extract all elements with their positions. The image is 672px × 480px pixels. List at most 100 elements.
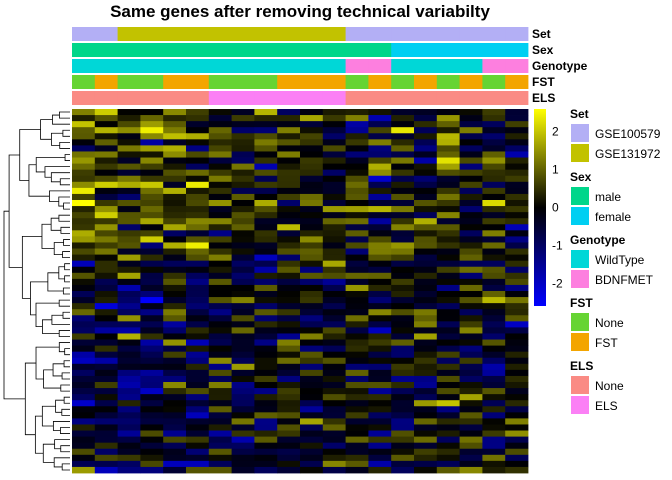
dendrogram-branch: [58, 299, 70, 307]
legend-swatch: [571, 396, 589, 414]
heatmap-cell: [163, 303, 187, 310]
heatmap-cell: [345, 442, 369, 450]
heatmap-cell: [345, 424, 369, 431]
heatmap-cell: [117, 139, 141, 146]
heatmap-cell: [322, 321, 346, 328]
annotation-cell-els: [345, 91, 369, 105]
heatmap-cell: [368, 181, 392, 189]
heatmap-cell: [208, 278, 232, 286]
heatmap-cell: [322, 448, 346, 456]
annotation-cell-sex: [322, 43, 346, 57]
annotation-cell-sex: [163, 43, 187, 57]
heatmap-cell: [345, 418, 369, 425]
heatmap-cell: [505, 272, 529, 280]
heatmap-cell: [72, 297, 96, 304]
heatmap-cell: [231, 145, 255, 152]
heatmap-cell: [94, 357, 118, 365]
heatmap-cell: [505, 424, 529, 431]
heatmap-cell: [482, 127, 506, 134]
heatmap-cell: [482, 254, 506, 262]
heatmap-cell: [505, 303, 529, 310]
heatmap-cell: [231, 448, 255, 456]
legend-title: Sex: [570, 170, 592, 184]
heatmap-cell: [94, 406, 118, 413]
heatmap-cell: [117, 321, 141, 328]
heatmap-cell: [300, 163, 324, 171]
heatmap-cell: [208, 442, 232, 450]
heatmap-cell: [368, 272, 392, 280]
heatmap-cell: [300, 242, 324, 249]
heatmap-cell: [117, 291, 141, 298]
heatmap-cell: [391, 115, 415, 122]
heatmap-cell: [163, 284, 187, 292]
heatmap-cell: [94, 442, 118, 450]
heatmap-cell: [482, 236, 506, 243]
heatmap-cell: [414, 424, 438, 431]
annotation-cell-els: [459, 91, 483, 105]
heatmap-cell: [72, 436, 96, 444]
heatmap-cell: [231, 412, 255, 419]
heatmap-cell: [322, 260, 346, 268]
heatmap-cell: [436, 224, 460, 231]
heatmap-cell: [186, 315, 210, 322]
heatmap-cell: [414, 382, 438, 389]
heatmap-cell: [414, 460, 438, 468]
heatmap-cell: [163, 442, 187, 450]
annotation-cell-set: [414, 27, 438, 41]
heatmap-cell: [505, 193, 529, 201]
heatmap-cell: [140, 163, 164, 171]
heatmap-cell: [208, 193, 232, 201]
dendrogram-branch: [58, 266, 65, 280]
heatmap-cell: [254, 115, 278, 122]
heatmap-cell: [436, 406, 460, 413]
heatmap-cell: [368, 297, 392, 304]
annotation-cell-fst: [117, 75, 141, 89]
heatmap-cell: [345, 206, 369, 213]
heatmap-cell: [72, 133, 96, 140]
heatmap-cell: [254, 400, 278, 407]
heatmap-cell: [277, 339, 301, 346]
heatmap-cell: [505, 400, 529, 407]
heatmap-cell: [117, 181, 141, 189]
heatmap-cell: [505, 236, 529, 243]
heatmap-cell: [254, 448, 278, 456]
heatmap-cell: [277, 418, 301, 425]
heatmap-cell: [505, 333, 529, 340]
heatmap-cell: [254, 388, 278, 395]
heatmap-cell: [505, 363, 529, 371]
heatmap-cell: [117, 284, 141, 292]
heatmap-cell: [436, 315, 460, 322]
heatmap-cell: [163, 224, 187, 231]
annotation-cell-genotype: [505, 59, 529, 73]
legend-title: Genotype: [570, 233, 626, 247]
heatmap-cell: [322, 339, 346, 346]
annotation-cell-els: [322, 91, 346, 105]
heatmap-cell: [300, 115, 324, 122]
annotation-cell-sex: [391, 43, 415, 57]
heatmap-cell: [208, 321, 232, 328]
heatmap-cell: [391, 303, 415, 310]
heatmap-cell: [482, 278, 506, 286]
heatmap-cell: [391, 212, 415, 219]
heatmap-cell: [208, 303, 232, 310]
heatmap-cell: [505, 291, 529, 298]
heatmap-cell: [277, 454, 301, 462]
heatmap-cell: [459, 394, 483, 401]
dendrogram-branch: [30, 281, 48, 316]
heatmap-cell: [345, 412, 369, 419]
heatmap-cell: [72, 187, 96, 195]
heatmap-cell: [482, 115, 506, 122]
heatmap-cell: [117, 297, 141, 304]
heatmap-cell: [368, 127, 392, 134]
heatmap-cell: [391, 133, 415, 140]
heatmap-cell: [117, 224, 141, 231]
heatmap-cell: [254, 394, 278, 401]
dendrogram-branch: [42, 443, 55, 463]
annotation-cell-sex: [254, 43, 278, 57]
heatmap-cell: [277, 193, 301, 201]
heatmap-cell: [459, 284, 483, 292]
heatmap-cell: [459, 151, 483, 158]
heatmap-cell: [368, 224, 392, 231]
heatmap-cell: [505, 145, 529, 152]
